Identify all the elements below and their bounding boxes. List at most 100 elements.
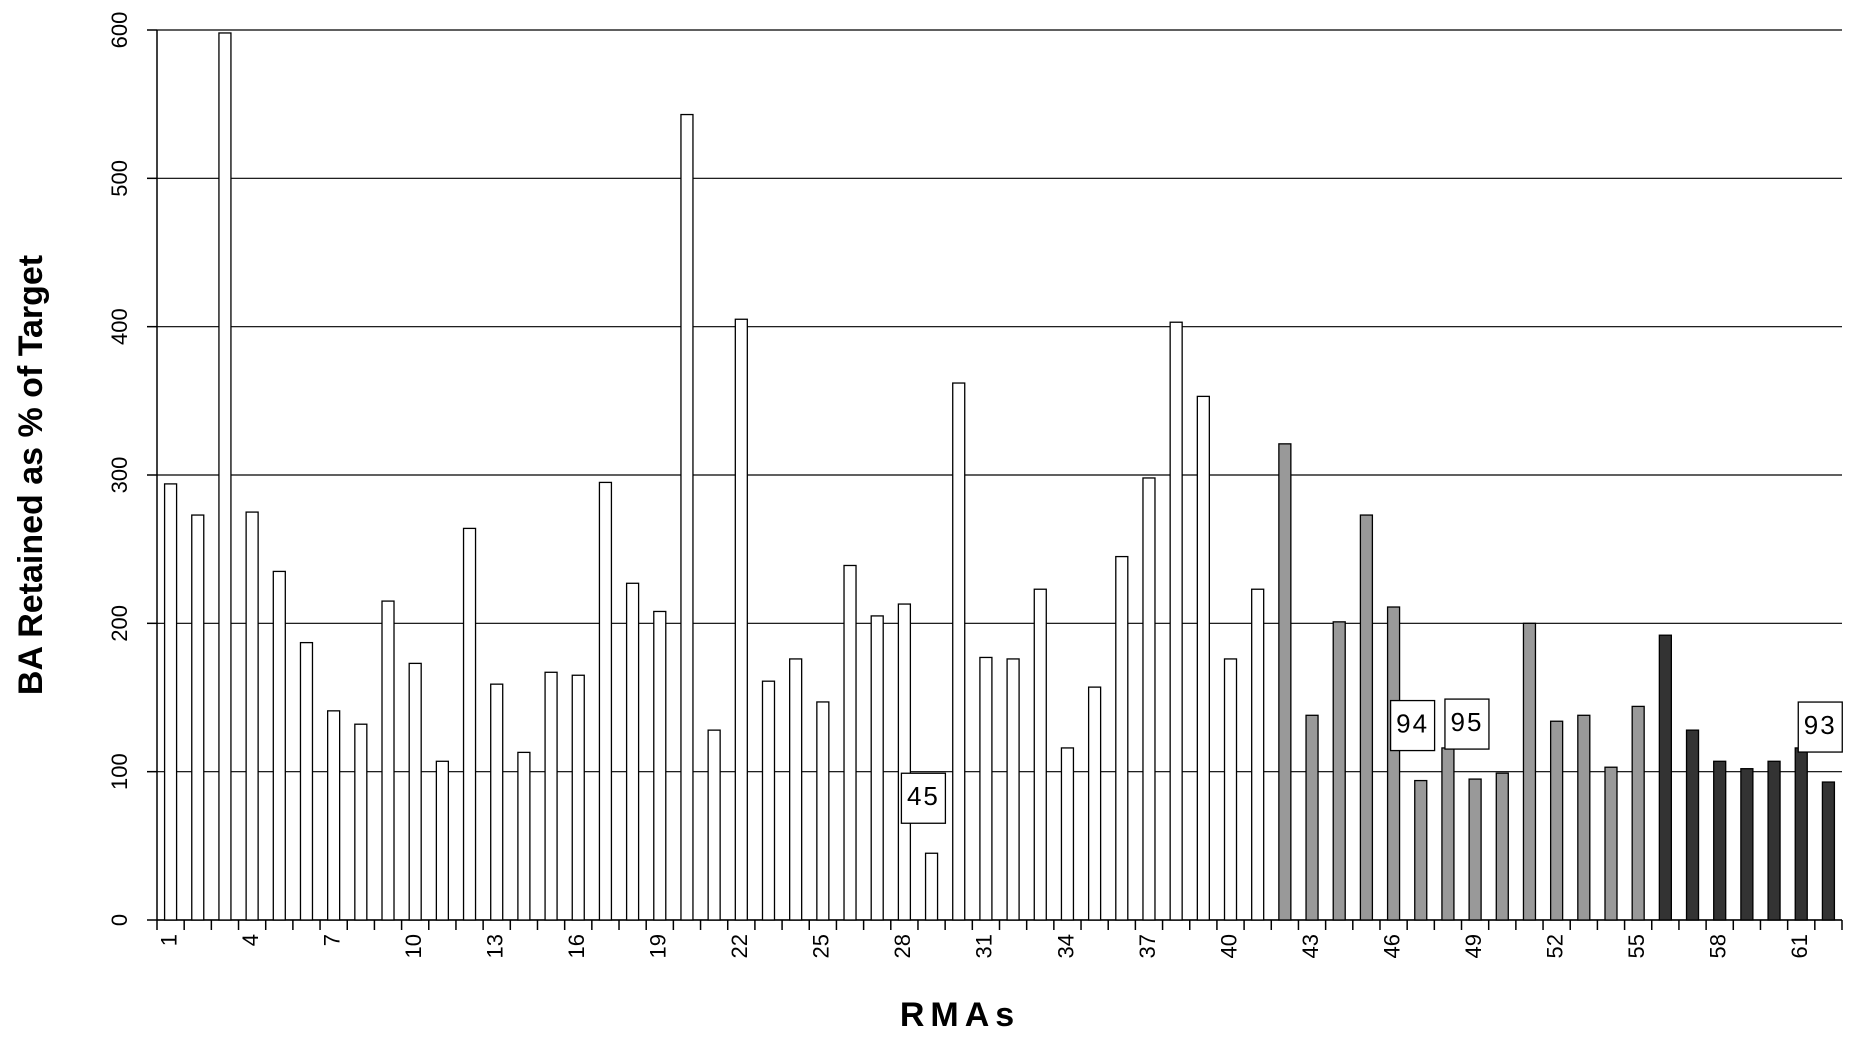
x-tick-label: 34 (1053, 934, 1078, 958)
bar (1386, 606, 1401, 921)
bar (544, 671, 558, 921)
bar (1414, 779, 1428, 921)
value-label: 94 (1396, 708, 1429, 738)
bar (191, 514, 205, 921)
bar (843, 564, 857, 921)
value-label: 45 (907, 781, 940, 811)
bar (299, 641, 314, 921)
bar (625, 582, 640, 921)
bar (1685, 729, 1700, 921)
bar (952, 382, 966, 921)
bar (870, 615, 884, 921)
bar (1033, 588, 1047, 921)
x-tick-label: 19 (646, 934, 671, 958)
x-tick-label: 37 (1135, 934, 1160, 958)
bar (245, 511, 259, 921)
x-tick-label: 4 (238, 934, 263, 946)
bar (1087, 686, 1102, 921)
x-tick-label: 7 (319, 934, 344, 946)
bar (979, 656, 993, 921)
x-tick-label: 13 (483, 934, 508, 958)
bar (1631, 705, 1645, 921)
bar (680, 113, 694, 921)
x-tick-label: 31 (972, 934, 997, 958)
bar (761, 680, 776, 921)
bar (1359, 514, 1374, 921)
bar (1006, 658, 1020, 921)
bar (816, 701, 830, 921)
value-label-box (1444, 698, 1490, 750)
x-axis-title: RMAs (900, 996, 1020, 1034)
y-axis-title: BA Retained as % of Target (12, 255, 50, 695)
x-tick-label: 52 (1542, 934, 1567, 958)
y-tick-label: 500 (107, 160, 132, 197)
bar (571, 674, 585, 921)
x-tick-label: 46 (1379, 934, 1404, 958)
y-tick-label: 200 (107, 605, 132, 642)
bar (1604, 766, 1618, 921)
bar (1577, 714, 1591, 921)
x-tick-label: 25 (809, 934, 834, 958)
bar (1142, 477, 1156, 921)
x-tick-label: 1 (156, 934, 181, 946)
value-label: 93 (1804, 710, 1837, 740)
bar (1658, 634, 1672, 921)
bar (327, 710, 341, 921)
bar (897, 603, 912, 921)
y-tick-label: 400 (107, 308, 132, 345)
bar (1740, 768, 1754, 921)
bar (1305, 714, 1319, 921)
bar (1495, 772, 1509, 921)
bar (924, 852, 939, 921)
bar (789, 658, 803, 921)
bar (707, 729, 721, 921)
x-tick-label: 55 (1624, 934, 1649, 958)
bar (734, 318, 748, 921)
bar (1522, 622, 1537, 921)
bar (1713, 760, 1727, 921)
x-tick-label: 16 (564, 934, 589, 958)
x-tick-label: 61 (1787, 934, 1812, 958)
bar (1169, 321, 1183, 921)
value-label: 95 (1450, 707, 1483, 737)
bar (1767, 760, 1781, 921)
value-label-box (1797, 701, 1843, 753)
bar (354, 723, 368, 921)
bar (1115, 555, 1129, 921)
x-tick-label: 22 (727, 934, 752, 958)
bar (1278, 443, 1292, 921)
y-tick-label: 300 (107, 457, 132, 494)
bar (381, 600, 395, 921)
x-tick-label: 58 (1706, 934, 1731, 958)
bar (598, 481, 613, 921)
bar (1549, 720, 1564, 921)
bar (1794, 747, 1808, 921)
bar (435, 760, 450, 921)
bar (653, 610, 667, 921)
bar (1223, 658, 1238, 921)
y-tick-label: 100 (107, 753, 132, 790)
bar (218, 32, 232, 921)
bar (1060, 747, 1075, 921)
x-tick-label: 10 (401, 934, 426, 958)
bar (517, 751, 531, 921)
x-tick-label: 40 (1216, 934, 1241, 958)
bar (163, 483, 178, 921)
bar (1821, 781, 1836, 921)
value-label-box (1389, 699, 1436, 752)
value-label-box (900, 772, 947, 824)
bar (1251, 588, 1265, 921)
y-tick-label: 0 (107, 914, 132, 926)
bar (1196, 395, 1210, 921)
bar (490, 683, 504, 921)
x-tick-label: 28 (890, 934, 915, 958)
bar (462, 527, 477, 921)
bar (1332, 621, 1346, 921)
bar (1468, 778, 1482, 921)
bar (408, 662, 422, 921)
x-tick-label: 43 (1298, 934, 1323, 958)
y-tick-label: 600 (107, 12, 132, 49)
bar (272, 570, 286, 921)
bar (1441, 747, 1455, 921)
